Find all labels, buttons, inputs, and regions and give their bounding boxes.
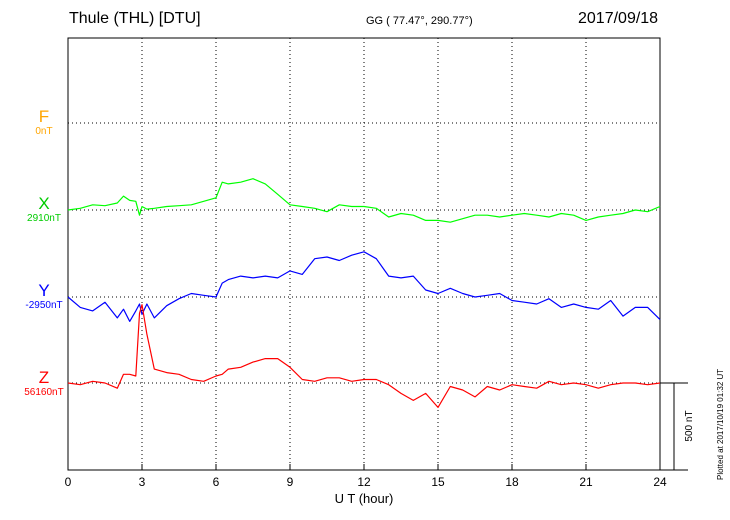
x-tick-label-12: 12: [357, 475, 371, 489]
component-x: X 2910nT: [9, 195, 79, 225]
observation-date: 2017/09/18: [578, 10, 659, 27]
plotted-timestamp: Plotted at 2017/10/19 01:32 UT: [716, 368, 725, 480]
scale-bar-label: 500 nT: [684, 410, 695, 441]
component-z-baseline: 56160nT: [24, 387, 64, 398]
component-z: Z 56160nT: [9, 369, 79, 399]
component-f-letter: F: [38, 107, 50, 126]
component-x-letter: X: [38, 194, 50, 213]
trace-x: [67, 178, 661, 223]
x-tick-label-21: 21: [579, 475, 593, 489]
scale-bar: 500 nT: [660, 382, 695, 471]
x-tick-label-24: 24: [653, 475, 667, 489]
x-tick-label-15: 15: [431, 475, 445, 489]
component-y: Y -2950nT: [9, 282, 79, 312]
x-tick-label-6: 6: [213, 475, 220, 489]
trace-y: [67, 251, 661, 322]
grid-lines: [68, 38, 660, 470]
component-f-baseline: 0nT: [35, 126, 53, 137]
component-f: F 0nT: [9, 108, 79, 138]
x-tick-label-0: 0: [65, 475, 72, 489]
component-y-letter: Y: [38, 281, 50, 300]
geo-coordinates: GG ( 77.47°, 290.77°): [366, 15, 473, 27]
x-axis-label: U T (hour): [335, 491, 394, 506]
component-y-baseline: -2950nT: [25, 300, 63, 311]
x-axis-ticks: 0 3 6 9 12 15 18 21 24: [65, 464, 667, 489]
traces: [67, 178, 661, 408]
x-tick-label-3: 3: [139, 475, 146, 489]
station-title: Thule (THL) [DTU]: [69, 10, 201, 27]
trace-z: [67, 304, 661, 408]
x-tick-label-9: 9: [287, 475, 294, 489]
component-z-letter: Z: [38, 368, 50, 387]
component-x-baseline: 2910nT: [27, 213, 61, 224]
x-tick-label-18: 18: [505, 475, 519, 489]
